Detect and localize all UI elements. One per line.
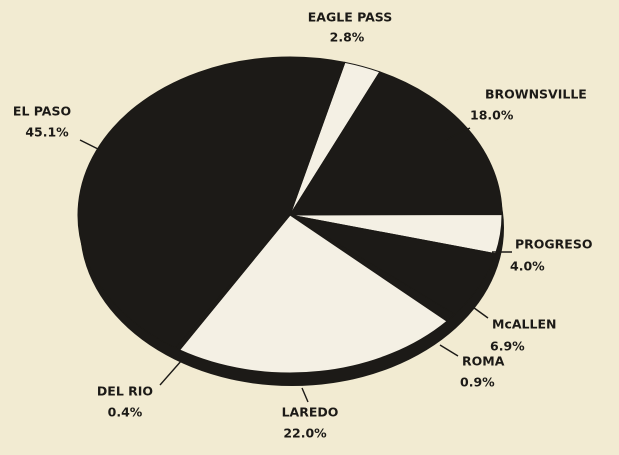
pie-slice	[77, 56, 346, 349]
value-label: 6.9%	[490, 339, 525, 354]
pie-slice	[289, 71, 503, 216]
slice-label: EL PASO	[13, 104, 71, 119]
value-label: 18.0%	[470, 108, 514, 123]
leader-line	[79, 139, 101, 151]
value-label: 2.8%	[330, 30, 365, 45]
slice-label: LAREDO	[282, 405, 339, 420]
slice-label: DEL RIO	[97, 384, 153, 399]
value-label: 0.9%	[460, 375, 495, 390]
value-label: 45.1%	[25, 125, 69, 140]
pie-slice	[178, 214, 448, 374]
value-label: 0.4%	[108, 405, 143, 420]
slice-label: PROGRESO	[515, 237, 592, 252]
slice-label: EAGLE PASS	[308, 10, 392, 25]
slice-label: ROMA	[462, 354, 505, 369]
leader-line	[159, 359, 183, 386]
leader-line	[469, 304, 489, 319]
value-label: 4.0%	[510, 259, 545, 274]
value-label: 22.0%	[283, 426, 327, 441]
slice-label: McALLEN	[492, 317, 556, 332]
leader-line	[444, 127, 471, 141]
slice-label: BROWNSVILLE	[485, 87, 587, 102]
leader-line	[439, 344, 459, 357]
leader-line	[301, 387, 309, 403]
